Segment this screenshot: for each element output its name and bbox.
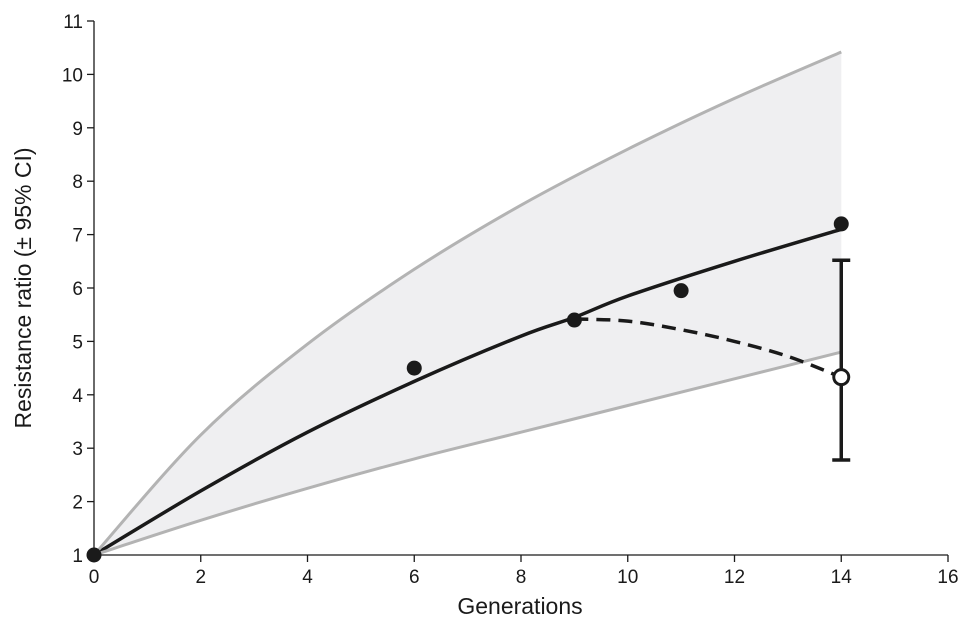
x-tick-label: 10 (617, 567, 638, 588)
y-tick-label: 1 (72, 546, 83, 567)
projection-dashed-line (574, 317, 842, 379)
x-tick-label: 2 (195, 567, 206, 588)
x-tick-label: 4 (302, 567, 313, 588)
x-tick-label: 6 (409, 567, 420, 588)
ci-upper-line (92, 50, 842, 556)
x-tick-label: 8 (516, 567, 527, 588)
fitted-curve-line (93, 227, 842, 557)
x-tick-label: 12 (724, 567, 745, 588)
ci-lower-line (93, 350, 842, 557)
x-tick-label: 0 (89, 567, 100, 588)
y-tick-label: 4 (72, 386, 83, 407)
y-tick-label: 8 (72, 172, 83, 193)
data-point (406, 360, 422, 376)
y-tick-label: 5 (72, 332, 83, 353)
y-tick-label: 10 (62, 65, 83, 86)
y-tick-label: 7 (72, 226, 83, 247)
y-tick-label: 3 (72, 439, 83, 460)
markers (86, 216, 851, 563)
data-point (86, 547, 102, 563)
x-tick-label: 16 (937, 567, 958, 588)
y-tick-label: 2 (72, 493, 83, 514)
series-layer (92, 50, 842, 557)
y-tick-label: 6 (72, 279, 83, 300)
y-tick-label: 9 (72, 119, 83, 140)
y-axis-title: Resistance ratio (± 95% CI) (10, 147, 36, 428)
data-point-open (832, 368, 851, 387)
data-point (566, 312, 582, 328)
ci-band (94, 52, 842, 555)
x-axis-title: Generations (457, 593, 582, 619)
y-tick-label: 11 (63, 12, 83, 33)
data-point (673, 283, 689, 299)
x-tick-label: 14 (831, 567, 853, 588)
ci-band-layer (94, 52, 842, 555)
data-point (833, 216, 849, 232)
